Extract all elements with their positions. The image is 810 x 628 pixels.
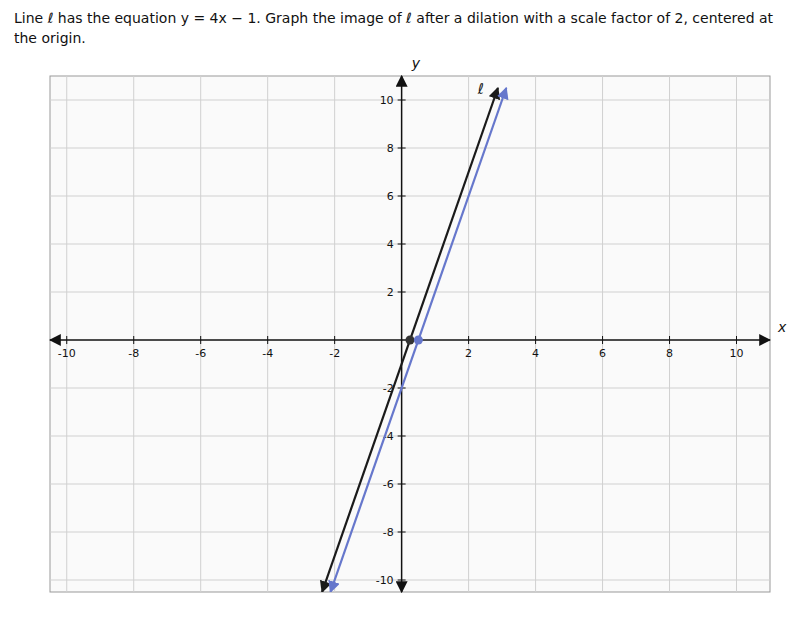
grid-line-y <box>50 580 770 581</box>
x-tick <box>736 336 737 344</box>
x-tick <box>602 336 603 344</box>
x-tick <box>535 336 536 344</box>
grid-line-x <box>468 76 469 592</box>
line <box>330 88 506 592</box>
y-tick <box>398 244 406 245</box>
y-axis-label: y <box>411 55 421 71</box>
series-label: ℓ <box>477 80 484 98</box>
x-tick <box>334 336 335 344</box>
grid <box>50 76 770 592</box>
x-tick-label: 4 <box>532 347 539 360</box>
plot-frame <box>50 76 770 592</box>
grid-line-y <box>50 292 770 293</box>
y-tick <box>398 532 406 533</box>
grid-line-x <box>267 76 268 592</box>
grid-line-y <box>50 532 770 533</box>
x-tick-label: -2 <box>329 347 340 360</box>
grid-line-x <box>736 76 737 592</box>
y-tick <box>398 484 406 485</box>
y-tick <box>398 100 406 101</box>
grid-line-x <box>334 76 335 592</box>
y-tick-label: -8 <box>383 526 394 539</box>
y-tick <box>398 436 406 437</box>
grid-line-y <box>50 100 770 101</box>
y-tick <box>398 148 406 149</box>
x-tick-label: 6 <box>599 347 606 360</box>
x-tick-label: 8 <box>666 347 673 360</box>
y-tick-label: -6 <box>383 478 394 491</box>
y-tick-label: 4 <box>387 238 394 251</box>
x-tick-label: -8 <box>128 347 139 360</box>
point <box>406 336 415 345</box>
chart: xy-10-8-6-4-2246810-10-8-6-4-2246810ℓ <box>0 52 810 628</box>
grid-line-y <box>50 244 770 245</box>
grid-line-y <box>50 484 770 485</box>
y-axis <box>401 76 403 592</box>
x-axis-label: x <box>777 319 787 335</box>
x-tick-label: 2 <box>465 347 472 360</box>
grid-line-x <box>602 76 603 592</box>
x-tick <box>133 336 134 344</box>
x-tick <box>669 336 670 344</box>
y-tick-label: 2 <box>387 286 394 299</box>
grid-line-x <box>133 76 134 592</box>
grid-line-x <box>200 76 201 592</box>
title: Line ℓ has the equation y = 4x − 1. Grap… <box>14 8 794 48</box>
y-tick <box>398 196 406 197</box>
grid-line-y <box>50 148 770 149</box>
x-tick-label: -10 <box>58 347 76 360</box>
x-tick-label: -4 <box>262 347 273 360</box>
y-tick <box>398 292 406 293</box>
y-tick-label: 8 <box>387 142 394 155</box>
data-layer <box>322 88 506 592</box>
x-tick-label: 10 <box>730 347 744 360</box>
x-tick <box>66 336 67 344</box>
x-tick <box>200 336 201 344</box>
grid-line-x <box>66 76 67 592</box>
label-layer: ℓ <box>477 80 484 98</box>
x-tick-label: -6 <box>195 347 206 360</box>
point <box>414 336 423 345</box>
x-tick <box>468 336 469 344</box>
grid-line-y <box>50 388 770 389</box>
x-tick <box>267 336 268 344</box>
y-tick <box>398 580 406 581</box>
y-tick-label: 10 <box>380 94 394 107</box>
grid-line-y <box>50 196 770 197</box>
y-tick-label: 6 <box>387 190 394 203</box>
line <box>322 88 498 592</box>
grid-line-x <box>669 76 670 592</box>
y-tick-label: -10 <box>376 574 394 587</box>
grid-line-y <box>50 436 770 437</box>
grid-line-x <box>535 76 536 592</box>
